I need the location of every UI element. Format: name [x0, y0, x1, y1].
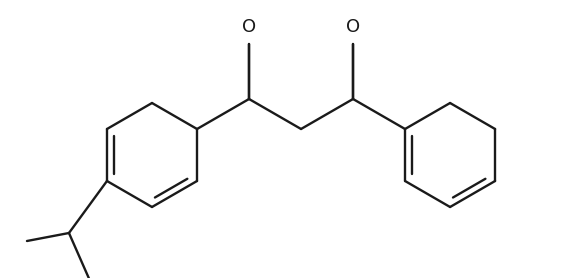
Text: O: O — [346, 18, 360, 36]
Text: O: O — [242, 18, 256, 36]
